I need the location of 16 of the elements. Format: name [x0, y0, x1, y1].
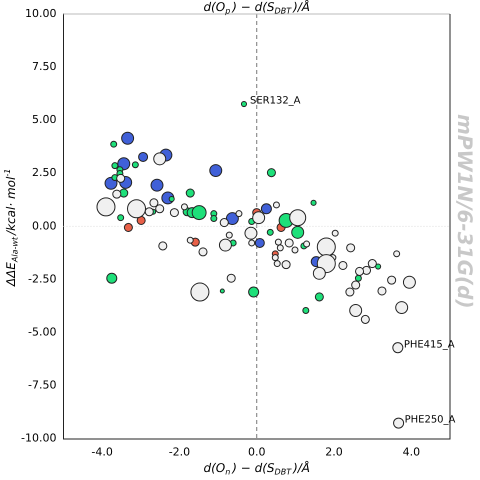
y-tick-label: -10.00	[20, 432, 56, 445]
y-tick-label: 5.00	[32, 113, 56, 126]
x-tick-label: 0.0	[248, 445, 266, 458]
y-tick-label: -2.50	[28, 272, 56, 286]
y-tick-label: 7.50	[32, 60, 56, 73]
y-tick-label: 2.50	[32, 166, 56, 180]
x-tick-label: -2.0	[168, 445, 190, 458]
y-axis-title: ΔΔEAla-wt/kcal· mol-1	[2, 168, 20, 288]
y-tick-label: -5.00	[28, 325, 56, 338]
x-tick-label: -4.0	[91, 445, 113, 458]
x-tick-label: 2.0	[325, 445, 343, 458]
y-tick-label: 0.00	[32, 219, 56, 232]
x-tick-label: 4.0	[402, 445, 420, 458]
annotation: SER132_A	[250, 96, 301, 107]
y-tick-label: 10.00	[24, 6, 56, 20]
y-tick-label: -7.50	[28, 378, 56, 392]
